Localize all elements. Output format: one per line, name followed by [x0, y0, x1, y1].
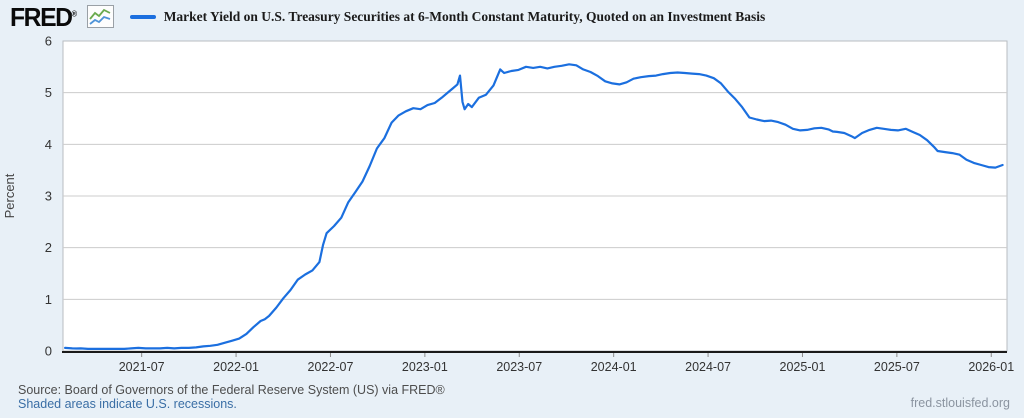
chart-header: FRED® Market Yield on U.S. Treasury Secu…: [0, 0, 1024, 33]
fred-site-url[interactable]: fred.stlouisfed.org: [910, 396, 1010, 410]
chart-footer: Source: Board of Governors of the Federa…: [18, 383, 445, 413]
series-line[interactable]: [63, 63, 1004, 350]
recession-note-link[interactable]: Shaded areas indicate U.S. recessions.: [18, 397, 237, 412]
yield-line-chart[interactable]: 0 1 2 3 4 5 6 2021-07 2022-01 2022-07 2023-01 2023-…: [0, 30, 1024, 382]
y-tick-label: 0: [45, 344, 52, 359]
y-tick-label: 5: [45, 85, 52, 100]
x-tick-label: 2023-01: [402, 360, 448, 374]
y-tick-label: 4: [45, 137, 52, 152]
y-tick-label: 6: [45, 34, 52, 49]
x-tick-label: 2022-01: [213, 360, 259, 374]
x-tick-label: 2024-01: [591, 360, 637, 374]
x-tick-label: 2026-01: [968, 360, 1014, 374]
y-axis-title: Percent: [2, 173, 17, 218]
source-attribution: Source: Board of Governors of the Federa…: [18, 382, 445, 397]
y-tick-label: 2: [45, 240, 52, 255]
x-tick-label: 2025-07: [874, 360, 920, 374]
fred-sparkline-icon: [86, 5, 114, 28]
y-tick-label: 1: [45, 292, 52, 307]
registered-mark: ®: [71, 8, 78, 18]
legend-line-swatch: [129, 14, 156, 19]
fred-logo[interactable]: FRED®: [10, 1, 78, 32]
x-tick-label: 2024-07: [685, 360, 731, 374]
x-tick-label: 2021-07: [119, 360, 165, 374]
legend-series-label: Market Yield on U.S. Treasury Securities…: [163, 8, 766, 24]
x-tick-label: 2025-01: [780, 360, 826, 374]
x-tick-label: 2022-07: [308, 360, 354, 374]
y-tick-label: 3: [45, 189, 52, 204]
x-tick-label: 2023-07: [496, 360, 542, 374]
